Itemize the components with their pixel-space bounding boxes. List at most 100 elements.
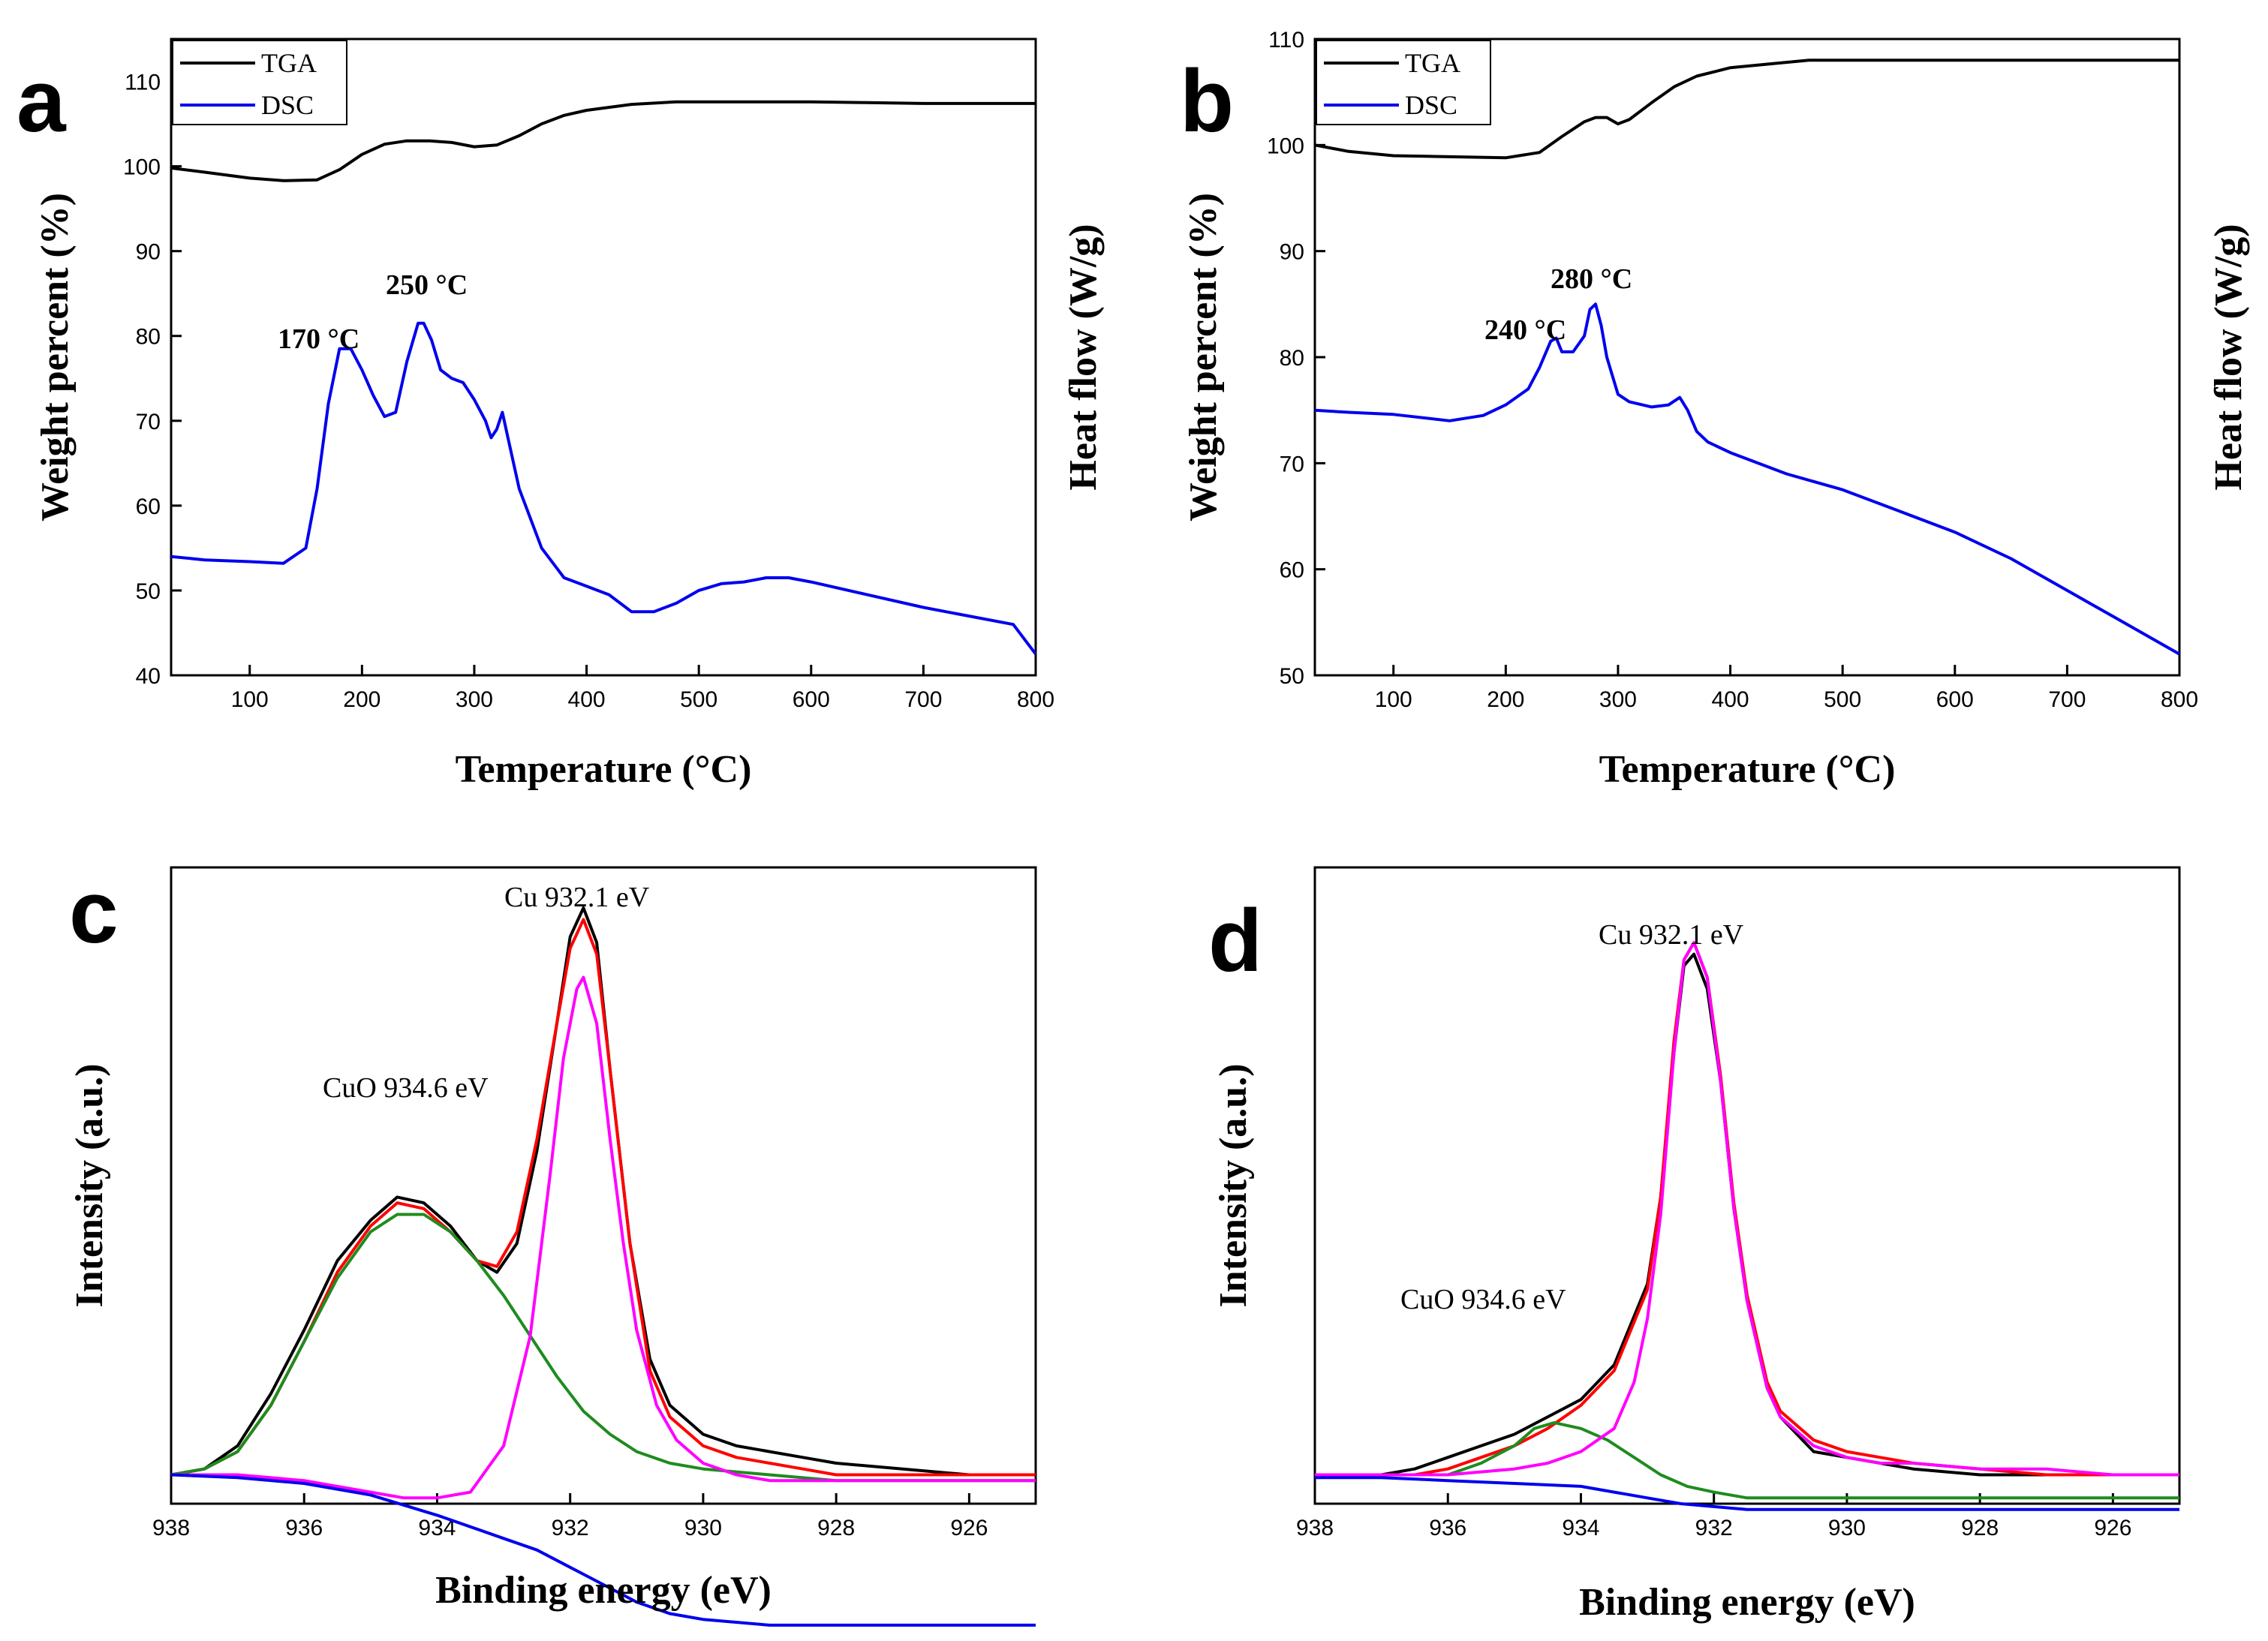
panel-b-x-tick-label: 100 <box>1375 687 1412 712</box>
panel-d-series-fit <box>1315 941 2179 1477</box>
panel-a-y-tick-label: 110 <box>125 71 161 95</box>
panel-d-x-tick-label: 932 <box>1695 1516 1733 1540</box>
panel-a-series-tga <box>170 100 1036 182</box>
panel-c-series-cuo-934-6-ev <box>170 1213 1036 1483</box>
panel-b-y-axis-label: Weight percent (%) <box>1182 193 1225 521</box>
panel-d-x-tick-label: 938 <box>1296 1516 1334 1540</box>
panel-b-y-tick-label: 70 <box>1280 452 1304 476</box>
panel-b-y-tick-label: 100 <box>1267 134 1304 158</box>
panel-c-x-axis-label: Binding energy (eV) <box>435 1569 772 1612</box>
panel-b: b 100 200 300 400 500 600 700 800 50 60 70 80 90 100… <box>1180 28 2250 791</box>
panel-a-y-tick-label: 100 <box>123 155 161 180</box>
panel-c-x-tick-label: 938 <box>152 1516 190 1540</box>
panel-d-x-tick-label: 926 <box>2094 1516 2131 1540</box>
panel-a-x-tick-label: 600 <box>793 687 830 712</box>
panel-a-series-dsc <box>170 321 1037 655</box>
panel-a-x-axis-label: Temperature (°C) <box>456 748 752 791</box>
panel-c-annotation-cuo: CuO 934.6 eV <box>323 1072 489 1104</box>
panel-c-x-tick-label: 926 <box>950 1516 988 1540</box>
panel-b-series-tga <box>1314 59 2179 160</box>
panel-a-y-tick-label: 40 <box>136 664 161 689</box>
panel-c-x-tick-label: 932 <box>552 1516 589 1540</box>
panel-c-series-cu-932-1-ev <box>171 975 1036 1500</box>
panel-b-series <box>1314 59 2180 656</box>
panel-b-x-tick-label: 300 <box>1599 687 1637 712</box>
panel-a-frame <box>170 38 1037 677</box>
panel-a-series <box>170 100 1037 655</box>
panel-a-x-tick-label: 200 <box>343 687 381 712</box>
panel-a-x-tick-label: 700 <box>904 687 942 712</box>
panel-b-y-tick-label: 110 <box>1268 28 1304 53</box>
panel-a-label: a <box>17 52 67 151</box>
panel-b-x-tick-label: 200 <box>1487 687 1524 712</box>
panel-d-x-ticks: 938 936 934 932 930 928 926 <box>1296 1493 2131 1540</box>
panel-b-y-ticks: 50 60 70 80 90 100 110 <box>1267 28 1325 689</box>
panel-d-series-cu-932-1-ev <box>1315 941 2179 1477</box>
panel-b-y-tick-label: 80 <box>1280 346 1304 371</box>
panel-d-x-tick-label: 936 <box>1429 1516 1466 1540</box>
panel-c-series-raw <box>170 906 1036 1477</box>
panel-a-y-tick-label: 80 <box>136 325 161 350</box>
panel-a-y-tick-label: 90 <box>136 240 161 265</box>
panel-a-legend: TGA DSC <box>172 40 347 125</box>
panel-d-series-background <box>1315 1476 2179 1511</box>
panel-d-x-axis-label: Binding energy (eV) <box>1579 1581 1915 1624</box>
panel-a: a 100 200 300 400 500 600 700 800 40 50 60 70 80 90 1… <box>17 38 1105 791</box>
panel-c-series-background <box>170 1473 1036 1627</box>
panel-a-y-tick-label: 50 <box>136 579 161 604</box>
panel-a-x-tick-label: 400 <box>568 687 606 712</box>
panel-b-annotation-240: 240 °C <box>1484 314 1566 346</box>
panel-b-y-tick-label: 50 <box>1280 664 1304 689</box>
panel-c-annotation-cu: Cu 932.1 eV <box>504 882 650 913</box>
panel-b-label: b <box>1180 52 1234 151</box>
panel-b-legend-tga: TGA <box>1405 48 1460 78</box>
panel-b-x-tick-label: 400 <box>1712 687 1749 712</box>
panel-c-x-ticks: 938 936 934 932 930 928 926 <box>152 1493 988 1540</box>
panel-c-x-tick-label: 930 <box>684 1516 722 1540</box>
panel-b-legend-dsc: DSC <box>1405 90 1457 120</box>
panel-d-series-cuo-934-6-ev <box>1315 1421 2179 1500</box>
panel-d-series <box>1315 941 2179 1511</box>
panel-d-x-tick-label: 934 <box>1562 1516 1599 1540</box>
panel-a-y-axis-label: Weight percent (%) <box>34 193 77 521</box>
panel-c-label: c <box>69 863 119 962</box>
panel-c-frame <box>170 866 1037 1505</box>
panel-c-y-axis-label: Intensity (a.u.) <box>68 1063 111 1307</box>
panel-b-x-tick-label: 600 <box>1936 687 1974 712</box>
panel-c-series <box>170 906 1036 1627</box>
panel-d-x-tick-label: 930 <box>1828 1516 1866 1540</box>
panel-b-x-tick-label: 700 <box>2048 687 2086 712</box>
panel-b-y-tick-label: 60 <box>1280 558 1304 583</box>
panel-b-y-tick-label: 90 <box>1280 240 1304 265</box>
panel-d-annotation-cuo: CuO 934.6 eV <box>1400 1284 1566 1315</box>
panel-a-y-tick-label: 60 <box>136 494 161 519</box>
panel-d-frame <box>1313 866 2181 1505</box>
panel-a-annotation-250: 250 °C <box>386 269 468 301</box>
panel-c: c 938 936 934 932 930 928 926 Binding energy (… <box>68 863 1037 1627</box>
panel-a-x-tick-label: 800 <box>1017 687 1054 712</box>
panel-b-x-ticks: 100 200 300 400 500 600 700 800 <box>1375 665 2198 712</box>
panel-a-legend-dsc: DSC <box>261 90 314 120</box>
panel-a-y2-axis-label: Heat flow (W/g) <box>1062 224 1105 490</box>
panel-a-y-tick-label: 70 <box>136 410 161 434</box>
panel-d-series-raw <box>1315 952 2179 1477</box>
panel-a-x-ticks: 100 200 300 400 500 600 700 800 <box>231 665 1054 712</box>
panel-d-y-axis-label: Intensity (a.u.) <box>1212 1063 1255 1307</box>
panel-b-x-tick-label: 500 <box>1824 687 1861 712</box>
panel-b-annotation-280: 280 °C <box>1551 263 1632 295</box>
panel-b-legend-box <box>1316 40 1491 125</box>
panel-a-y-ticks: 40 50 60 70 80 90 100 110 <box>123 71 182 689</box>
panel-d-x-tick-label: 928 <box>1961 1516 1999 1540</box>
panel-b-y2-axis-label: Heat flow (W/g) <box>2207 224 2250 490</box>
panel-a-x-tick-label: 500 <box>680 687 717 712</box>
panel-a-annotation-170: 170 °C <box>278 323 359 355</box>
panel-b-legend: TGA DSC <box>1316 40 1491 125</box>
panel-d-label: d <box>1208 891 1262 990</box>
panel-b-x-tick-label: 800 <box>2161 687 2198 712</box>
panel-a-legend-box <box>172 40 347 125</box>
panel-c-x-tick-label: 928 <box>817 1516 855 1540</box>
panel-a-legend-tga: TGA <box>261 48 317 78</box>
panel-c-series-fit <box>170 918 1036 1477</box>
panel-a-x-tick-label: 100 <box>231 687 269 712</box>
